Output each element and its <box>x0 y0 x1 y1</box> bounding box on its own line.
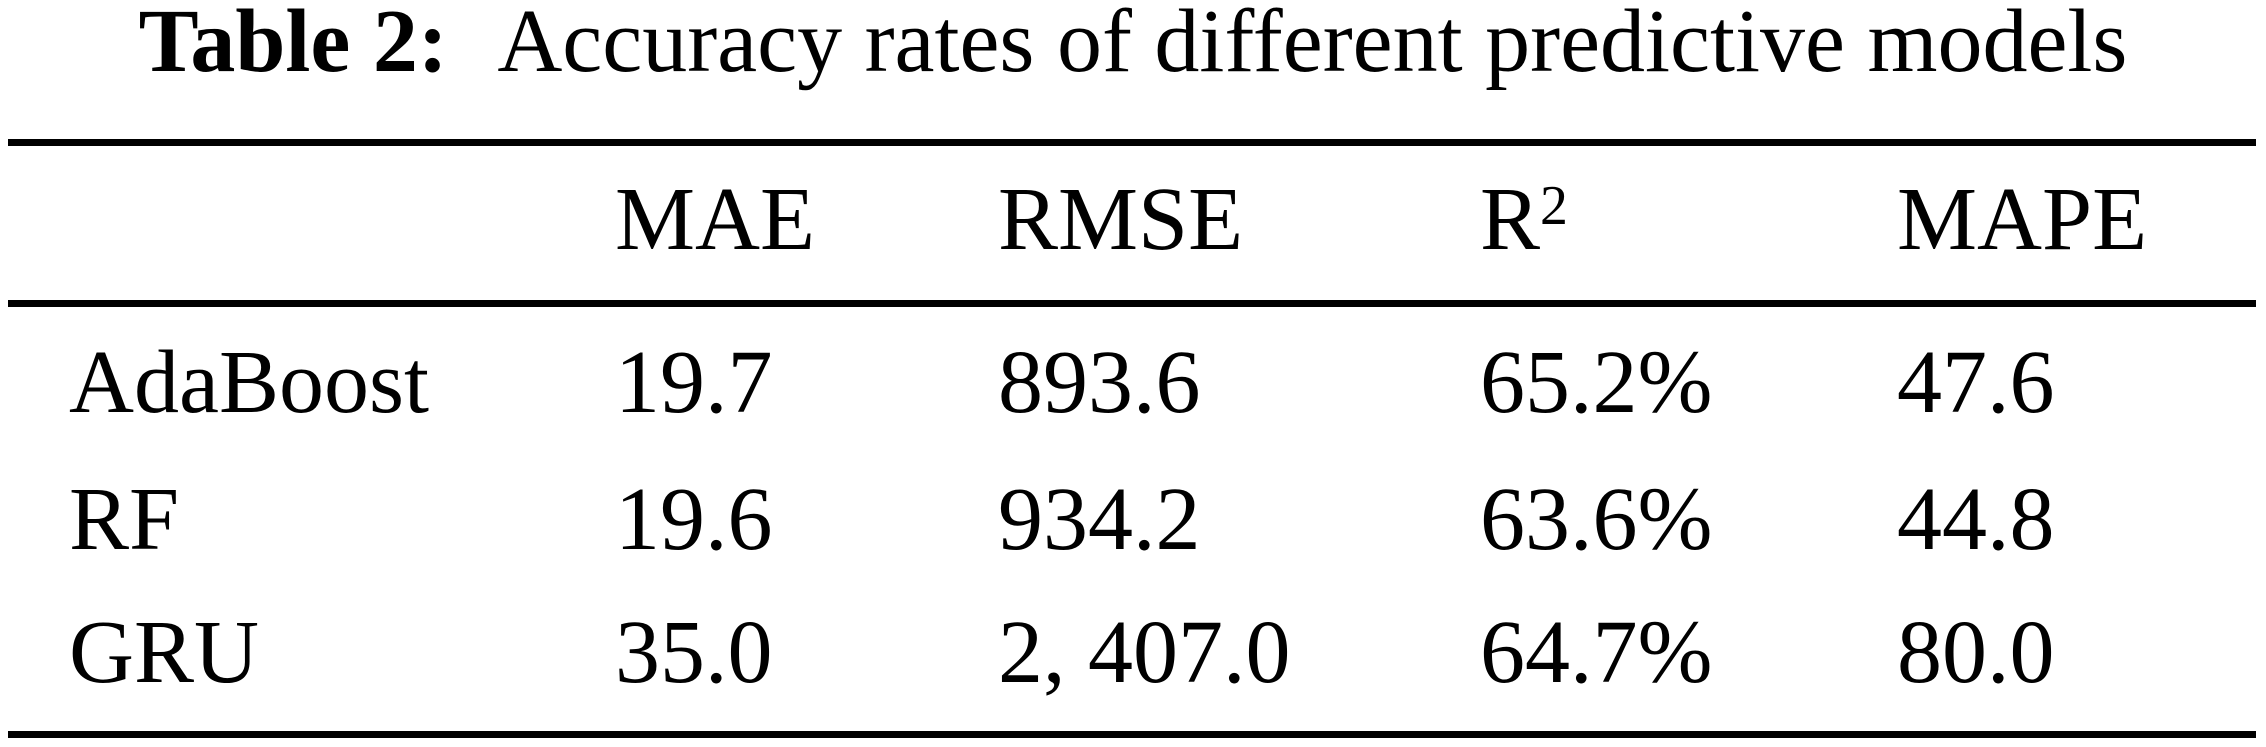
column-header-rmse: RMSE <box>998 175 1243 265</box>
column-header-mae: MAE <box>615 175 815 265</box>
cell-rf-mape: 44.8 <box>1897 470 2055 569</box>
row-label-gru: GRU <box>69 603 260 702</box>
table-row-adaboost: AdaBoost 19.7 893.6 65.2% 47.6 <box>0 338 2266 438</box>
cell-gru-mape: 80.0 <box>1897 603 2055 702</box>
column-header-rmse-text: RMSE <box>998 170 1244 269</box>
table-caption-text: Accuracy rates of different predictive m… <box>497 0 2128 91</box>
column-header-mae-text: MAE <box>615 170 815 269</box>
cell-rf-mae: 19.6 <box>615 470 773 569</box>
table-header-rule <box>8 300 2256 307</box>
table-top-rule <box>8 139 2256 146</box>
column-header-r-squared-text: R <box>1480 170 1541 269</box>
cell-adaboost-r-squared: 65.2% <box>1480 333 1713 432</box>
cell-gru-rmse: 2, 407.0 <box>998 603 1291 702</box>
cell-adaboost-rmse: 893.6 <box>998 333 1201 432</box>
table-bottom-rule <box>8 731 2256 738</box>
table-header-row: MAE RMSE R2 MAPE <box>0 175 2266 275</box>
column-header-r-squared: R2 <box>1480 175 1568 265</box>
table-caption: Table 2: Accuracy rates of different pred… <box>0 0 2266 87</box>
table-caption-label: Table 2: <box>138 0 448 91</box>
cell-rf-rmse: 934.2 <box>998 470 1201 569</box>
cell-adaboost-mape: 47.6 <box>1897 333 2055 432</box>
column-header-mape: MAPE <box>1897 175 2147 265</box>
cell-adaboost-mae: 19.7 <box>615 333 773 432</box>
column-header-r-squared-sup: 2 <box>1540 174 1568 237</box>
cell-rf-r-squared: 63.6% <box>1480 470 1713 569</box>
column-header-mape-text: MAPE <box>1897 170 2148 269</box>
cell-gru-mae: 35.0 <box>615 603 773 702</box>
row-label-adaboost: AdaBoost <box>69 333 429 432</box>
cell-gru-r-squared: 64.7% <box>1480 603 1713 702</box>
table-row-rf: RF 19.6 934.2 63.6% 44.8 <box>0 475 2266 575</box>
row-label-rf: RF <box>69 470 180 569</box>
table-row-gru: GRU 35.0 2, 407.0 64.7% 80.0 <box>0 608 2266 708</box>
